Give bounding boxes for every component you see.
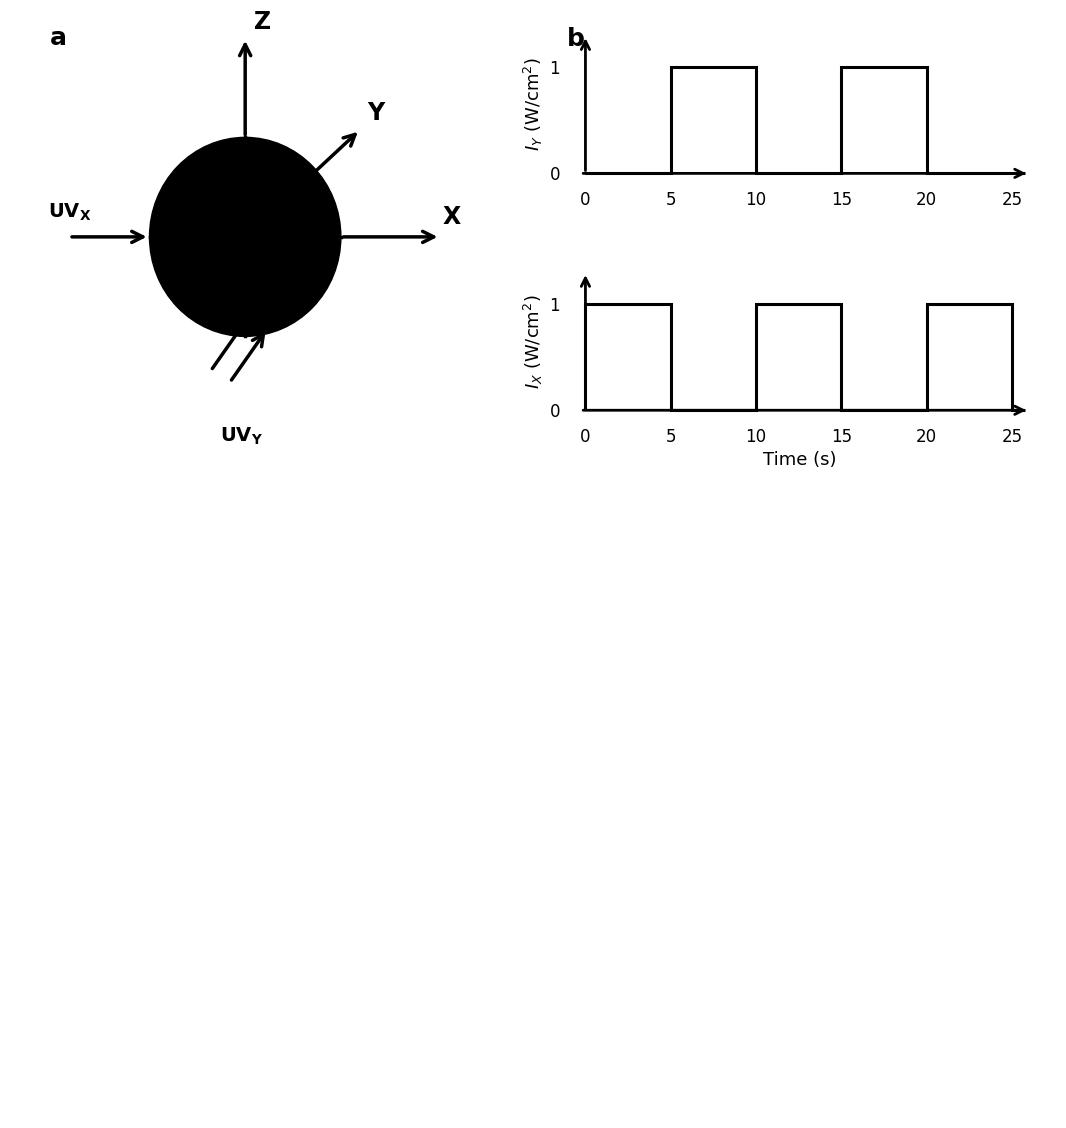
Bar bbox=[18, 775, 548, 1111]
Text: X: X bbox=[442, 205, 461, 229]
Text: $\mathbf{UV_X}$: $\mathbf{UV_X}$ bbox=[48, 202, 91, 223]
Text: Y: Y bbox=[368, 100, 385, 124]
Text: 10 $\mu$m: 10 $\mu$m bbox=[921, 1054, 979, 1074]
Text: Z: Z bbox=[255, 10, 272, 34]
Text: b: b bbox=[567, 27, 584, 51]
Bar bbox=[935, 712, 1054, 769]
Y-axis label: $I_X$ (W/cm$^2$): $I_X$ (W/cm$^2$) bbox=[522, 294, 546, 388]
Y-axis label: $I_Y$ (W/cm$^2$): $I_Y$ (W/cm$^2$) bbox=[522, 58, 546, 151]
Text: a: a bbox=[50, 26, 67, 51]
Text: c: c bbox=[16, 462, 31, 486]
Text: $\mathbf{UV_Y}$: $\mathbf{UV_Y}$ bbox=[220, 426, 263, 448]
Ellipse shape bbox=[149, 138, 341, 336]
X-axis label: Time (s): Time (s) bbox=[763, 451, 836, 469]
